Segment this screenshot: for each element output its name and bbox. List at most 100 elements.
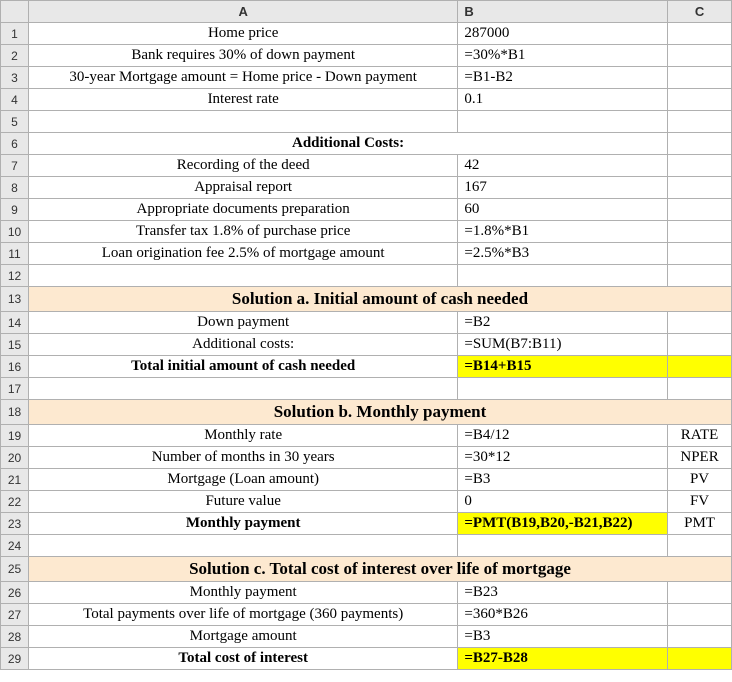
cell-C9[interactable] <box>668 199 732 221</box>
cell-A12[interactable] <box>28 265 457 287</box>
col-header-C[interactable]: C <box>668 1 732 23</box>
row-header[interactable]: 4 <box>1 89 29 111</box>
cell-B12[interactable] <box>458 265 668 287</box>
cell-C22[interactable]: FV <box>668 491 732 513</box>
cell-A21[interactable]: Mortgage (Loan amount) <box>28 469 457 491</box>
cell-C20[interactable]: NPER <box>668 447 732 469</box>
row-header[interactable]: 9 <box>1 199 29 221</box>
cell-C14[interactable] <box>668 312 732 334</box>
row-header[interactable]: 13 <box>1 287 29 312</box>
row-header[interactable]: 19 <box>1 425 29 447</box>
row-header[interactable]: 29 <box>1 648 29 670</box>
cell-A10[interactable]: Transfer tax 1.8% of purchase price <box>28 221 457 243</box>
cell-B1[interactable]: 287000 <box>458 23 668 45</box>
row-header[interactable]: 7 <box>1 155 29 177</box>
row-header[interactable]: 26 <box>1 582 29 604</box>
cell-B2[interactable]: =30%*B1 <box>458 45 668 67</box>
cell-C24[interactable] <box>668 535 732 557</box>
cell-B7[interactable]: 42 <box>458 155 668 177</box>
cell-A14[interactable]: Down payment <box>28 312 457 334</box>
cell-C28[interactable] <box>668 626 732 648</box>
cell-C27[interactable] <box>668 604 732 626</box>
cell-C7[interactable] <box>668 155 732 177</box>
cell-B19[interactable]: =B4/12 <box>458 425 668 447</box>
row-header[interactable]: 6 <box>1 133 29 155</box>
cell-B20[interactable]: =30*12 <box>458 447 668 469</box>
col-header-A[interactable]: A <box>28 1 457 23</box>
cell-B23[interactable]: =PMT(B19,B20,-B21,B22) <box>458 513 668 535</box>
cell-A3[interactable]: 30-year Mortgage amount = Home price - D… <box>28 67 457 89</box>
cell-A2[interactable]: Bank requires 30% of down payment <box>28 45 457 67</box>
cell-C16[interactable] <box>668 356 732 378</box>
cell-C8[interactable] <box>668 177 732 199</box>
cell-B8[interactable]: 167 <box>458 177 668 199</box>
cell-B11[interactable]: =2.5%*B3 <box>458 243 668 265</box>
row-header[interactable]: 28 <box>1 626 29 648</box>
col-header-B[interactable]: B <box>458 1 668 23</box>
cell-C17[interactable] <box>668 378 732 400</box>
row-header[interactable]: 20 <box>1 447 29 469</box>
cell-A7[interactable]: Recording of the deed <box>28 155 457 177</box>
row-header[interactable]: 24 <box>1 535 29 557</box>
cell-A4[interactable]: Interest rate <box>28 89 457 111</box>
row-header[interactable]: 25 <box>1 557 29 582</box>
cell-C29[interactable] <box>668 648 732 670</box>
section-b-title[interactable]: Solution b. Monthly payment <box>28 400 731 425</box>
cell-B14[interactable]: =B2 <box>458 312 668 334</box>
cell-C4[interactable] <box>668 89 732 111</box>
cell-A1[interactable]: Home price <box>28 23 457 45</box>
row-header[interactable]: 27 <box>1 604 29 626</box>
cell-B22[interactable]: 0 <box>458 491 668 513</box>
cell-A23[interactable]: Monthly payment <box>28 513 457 535</box>
row-header[interactable]: 21 <box>1 469 29 491</box>
row-header[interactable]: 22 <box>1 491 29 513</box>
cell-C19[interactable]: RATE <box>668 425 732 447</box>
cell-A5[interactable] <box>28 111 457 133</box>
cell-C12[interactable] <box>668 265 732 287</box>
row-header[interactable]: 5 <box>1 111 29 133</box>
row-header[interactable]: 10 <box>1 221 29 243</box>
cell-C21[interactable]: PV <box>668 469 732 491</box>
cell-A8[interactable]: Appraisal report <box>28 177 457 199</box>
cell-C2[interactable] <box>668 45 732 67</box>
cell-A26[interactable]: Monthly payment <box>28 582 457 604</box>
row-header[interactable]: 2 <box>1 45 29 67</box>
cell-B26[interactable]: =B23 <box>458 582 668 604</box>
row-header[interactable]: 23 <box>1 513 29 535</box>
cell-C23[interactable]: PMT <box>668 513 732 535</box>
cell-B9[interactable]: 60 <box>458 199 668 221</box>
section-c-title[interactable]: Solution c. Total cost of interest over … <box>28 557 731 582</box>
cell-B10[interactable]: =1.8%*B1 <box>458 221 668 243</box>
cell-A28[interactable]: Mortgage amount <box>28 626 457 648</box>
cell-A29[interactable]: Total cost of interest <box>28 648 457 670</box>
cell-C3[interactable] <box>668 67 732 89</box>
cell-B16[interactable]: =B14+B15 <box>458 356 668 378</box>
cell-B24[interactable] <box>458 535 668 557</box>
cell-B4[interactable]: 0.1 <box>458 89 668 111</box>
cell-B28[interactable]: =B3 <box>458 626 668 648</box>
row-header[interactable]: 16 <box>1 356 29 378</box>
row-header[interactable]: 11 <box>1 243 29 265</box>
section-a-title[interactable]: Solution a. Initial amount of cash neede… <box>28 287 731 312</box>
cell-B21[interactable]: =B3 <box>458 469 668 491</box>
cell-C15[interactable] <box>668 334 732 356</box>
cell-B17[interactable] <box>458 378 668 400</box>
row-header[interactable]: 3 <box>1 67 29 89</box>
cell-A16[interactable]: Total initial amount of cash needed <box>28 356 457 378</box>
cell-C5[interactable] <box>668 111 732 133</box>
row-header[interactable]: 8 <box>1 177 29 199</box>
cell-A24[interactable] <box>28 535 457 557</box>
cell-A19[interactable]: Monthly rate <box>28 425 457 447</box>
row-header[interactable]: 18 <box>1 400 29 425</box>
cell-B5[interactable] <box>458 111 668 133</box>
cell-A6-B6[interactable]: Additional Costs: <box>28 133 667 155</box>
cell-B3[interactable]: =B1-B2 <box>458 67 668 89</box>
cell-B15[interactable]: =SUM(B7:B11) <box>458 334 668 356</box>
cell-A22[interactable]: Future value <box>28 491 457 513</box>
row-header[interactable]: 15 <box>1 334 29 356</box>
cell-C10[interactable] <box>668 221 732 243</box>
cell-A9[interactable]: Appropriate documents preparation <box>28 199 457 221</box>
row-header[interactable]: 12 <box>1 265 29 287</box>
cell-C26[interactable] <box>668 582 732 604</box>
cell-B27[interactable]: =360*B26 <box>458 604 668 626</box>
